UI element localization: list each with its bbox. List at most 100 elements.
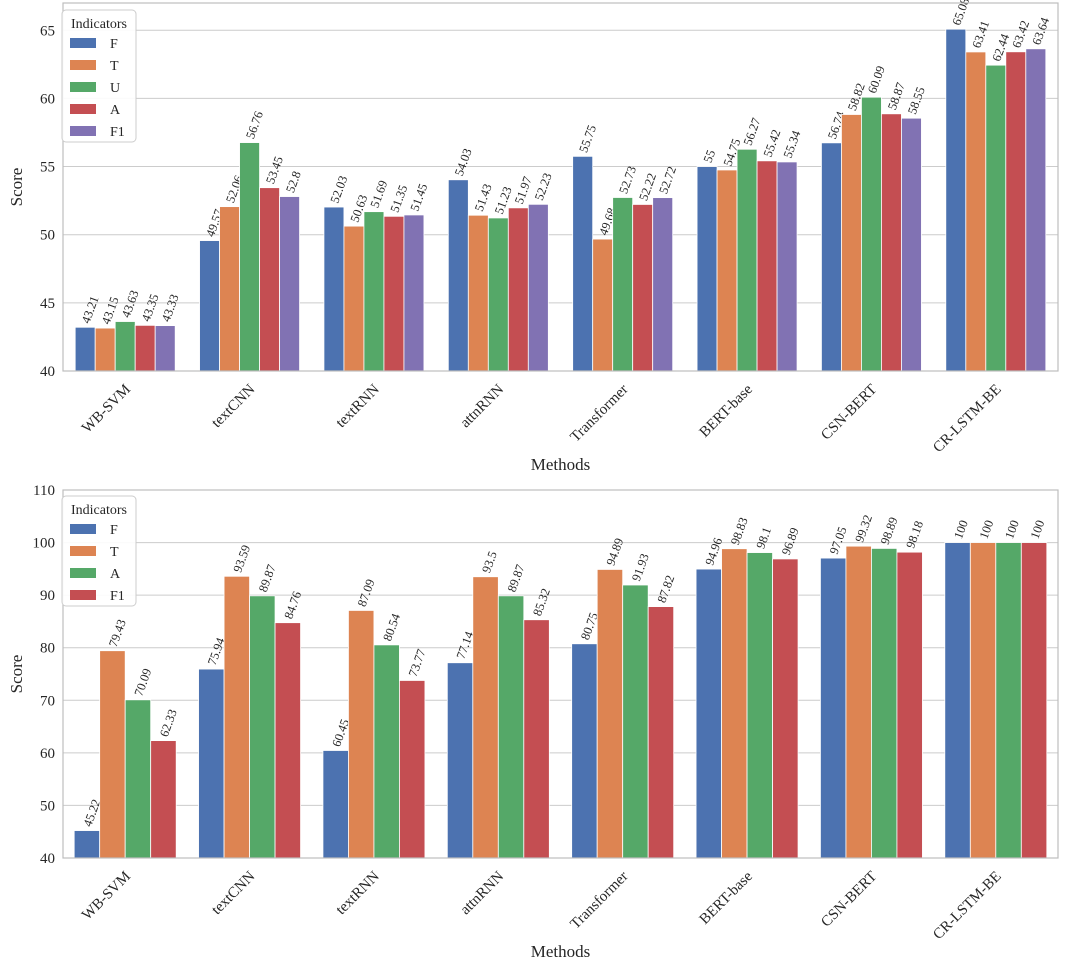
bar-f-textcnn [199, 240, 220, 372]
bar-value-label: 80.54 [380, 611, 403, 643]
legend: Indicators FTA F1 [61, 495, 137, 607]
bar-a-transformer [622, 584, 649, 859]
x-tick-label: attnRNN [458, 381, 508, 431]
x-axis-label: Methods [531, 942, 591, 959]
bar-u-wb-svm [114, 321, 136, 372]
legend-title: Indicators [71, 17, 127, 32]
legend-swatch-a [70, 104, 96, 114]
bar-value-label: 58.87 [885, 81, 908, 112]
bar-u-textcnn [239, 142, 260, 372]
x-tick-label: CSN-BERT [818, 869, 880, 931]
y-axis-label: Score [7, 168, 26, 207]
bar-a-csn-bert [871, 548, 898, 859]
bar-f-cr-lstm-be [944, 542, 971, 859]
bar-t-attnrnn [472, 576, 499, 859]
legend-entry-a: A [110, 567, 121, 582]
bar-f1-csn-bert [901, 117, 922, 372]
bar-value-label: 51.69 [368, 178, 391, 209]
bar-a-bert-base [756, 160, 778, 372]
bar-f1-bert-base [776, 161, 798, 372]
bar-t-wb-svm [99, 650, 126, 859]
legend-swatch-u [70, 82, 96, 92]
bar-u-bert-base [736, 148, 758, 372]
legend-entry-f: F [110, 37, 118, 52]
bar-t-cr-lstm-be [965, 51, 987, 372]
bar-f1-textcnn [274, 622, 301, 859]
bar-t-csn-bert [841, 114, 862, 372]
bar-value-label: 93.5 [479, 549, 500, 574]
bar-f-bert-base [695, 568, 722, 859]
bar-t-textrnn [343, 225, 365, 372]
bar-a-cr-lstm-be [995, 542, 1022, 859]
bar-f1-textcnn [279, 196, 300, 372]
bar-value-label: 52.23 [532, 171, 555, 202]
bar-value-label: 52.73 [616, 164, 639, 195]
top-chart-panel: 40455055606543.2149.5752.0354.0355.75555… [7, 0, 1059, 474]
bar-a-cr-lstm-be [1005, 51, 1027, 372]
bar-f1-cr-lstm-be [1025, 48, 1047, 372]
bar-value-label: 87.82 [655, 573, 678, 604]
y-tick-label: 40 [40, 364, 55, 380]
bar-value-label: 98.18 [903, 519, 926, 550]
bar-t-textcnn [223, 575, 250, 859]
bar-value-label: 73.77 [406, 647, 429, 678]
legend-entry-f1: F1 [110, 589, 125, 604]
bar-value-label: 63.64 [1029, 15, 1052, 47]
bar-value-label: 98.1 [753, 525, 774, 550]
bar-value-label: 100 [951, 518, 971, 540]
plot-area-frame [62, 2, 1059, 372]
y-axis-label: Score [7, 655, 26, 694]
y-tick-label: 70 [40, 693, 55, 709]
x-tick-label: WB-SVM [79, 382, 134, 437]
bar-value-label: 55.75 [576, 123, 599, 154]
bar-a-transformer [632, 204, 654, 372]
y-tick-label: 60 [40, 746, 55, 762]
y-tick-label: 90 [40, 588, 55, 604]
bar-f-wb-svm [74, 326, 96, 372]
bar-a-textcnn [249, 595, 276, 859]
x-tick-label: BERT-base [697, 381, 756, 440]
bar-f1-bert-base [772, 558, 799, 859]
y-tick-label: 50 [40, 798, 55, 814]
bar-f-transformer [571, 643, 598, 859]
bar-u-attnrnn [487, 217, 509, 372]
x-tick-label: CSN-BERT [818, 382, 880, 444]
bar-value-label: 53.45 [263, 154, 286, 185]
bar-value-label: 43.33 [159, 292, 182, 323]
x-tick-label: attnRNN [458, 868, 508, 918]
bar-value-label: 99.32 [852, 513, 875, 544]
y-tick-label: 65 [40, 23, 55, 39]
x-tick-label: BERT-base [697, 868, 756, 927]
bar-value-label: 52.72 [656, 164, 679, 195]
x-tick-label: textRNN [333, 868, 383, 918]
bar-f-cr-lstm-be [945, 28, 967, 372]
bar-value-label: 60.09 [865, 64, 888, 95]
bar-value-label: 85.32 [530, 587, 553, 618]
bar-a-textcnn [259, 187, 280, 372]
bar-value-label: 51.35 [388, 183, 411, 214]
bar-value-label: 94.89 [604, 536, 627, 567]
bar-value-label: 93.59 [230, 543, 253, 574]
bar-f1-attnrnn [523, 619, 550, 859]
legend-swatch-f [70, 38, 96, 48]
x-tick-label: Transformer [568, 869, 632, 933]
bar-u-textrnn [363, 211, 385, 372]
plot-area-frame [62, 489, 1059, 859]
bar-a-bert-base [746, 552, 773, 859]
bar-value-label: 84.76 [281, 589, 304, 620]
bar-t-textcnn [219, 206, 240, 372]
bar-value-label: 51.45 [408, 182, 431, 213]
bar-f-textrnn [322, 750, 349, 859]
legend-swatch-f1 [70, 126, 96, 136]
legend-entry-f: F [110, 523, 118, 538]
bar-f1-transformer [647, 606, 675, 859]
y-tick-label: 110 [33, 483, 55, 499]
bar-f1-attnrnn [527, 203, 549, 372]
bar-a-wb-svm [124, 699, 152, 859]
bar-value-label: 56.27 [741, 116, 764, 147]
bar-a-attnrnn [507, 207, 529, 372]
bar-t-bert-base [716, 169, 738, 372]
y-tick-label: 55 [40, 160, 55, 176]
